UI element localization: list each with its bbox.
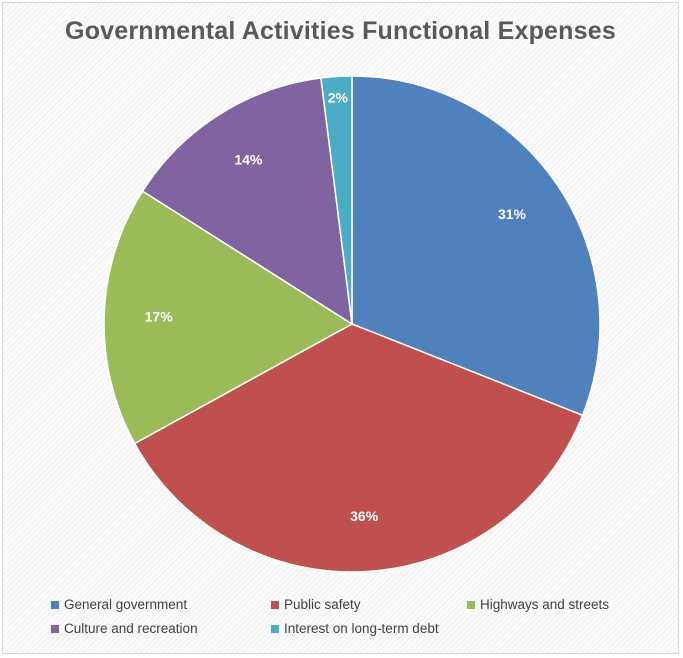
- legend-row-1: General government Public safety Highway…: [21, 597, 671, 621]
- legend-item-culture-and-recreation: Culture and recreation: [51, 621, 198, 636]
- data-label-general-government: 31%: [498, 206, 527, 222]
- legend-swatch: [467, 601, 475, 609]
- pie-slice-highways-and-streets: [103, 190, 354, 445]
- pie-data-labels: 31% 36% 17% 14% 2%: [145, 89, 527, 523]
- legend-row-2: Culture and recreation Interest on long-…: [21, 621, 671, 645]
- data-label-public-safety: 36%: [350, 508, 379, 524]
- legend-swatch: [51, 625, 59, 633]
- data-label-interest-on-long-term-debt: 2%: [328, 89, 349, 105]
- legend-swatch: [271, 625, 279, 633]
- legend-item-general-government: General government: [51, 597, 187, 612]
- data-label-highways-and-streets: 17%: [145, 309, 174, 325]
- legend-item-interest-on-long-term-debt: Interest on long-term debt: [271, 621, 439, 636]
- chart-title: Governmental Activities Functional Expen…: [65, 17, 616, 45]
- legend-swatch: [51, 601, 59, 609]
- pie-slices: [103, 75, 601, 573]
- pie-chart: 31% 36% 17% 14% 2%: [103, 75, 601, 573]
- data-label-culture-and-recreation: 14%: [234, 151, 263, 167]
- legend-item-public-safety: Public safety: [271, 597, 361, 612]
- legend-label: Interest on long-term debt: [284, 621, 439, 636]
- legend-swatch: [271, 601, 279, 609]
- pie-slice-general-government: [351, 75, 601, 417]
- legend-label: General government: [64, 597, 188, 612]
- pie-slice-public-safety: [133, 323, 584, 573]
- pie-slice-culture-and-recreation: [141, 77, 353, 326]
- legend-label: Public safety: [284, 597, 361, 612]
- legend-label: Culture and recreation: [64, 621, 198, 636]
- legend-label: Highways and streets: [480, 597, 610, 612]
- legend: General government Public safety Highway…: [21, 597, 671, 645]
- pie-slice-interest-on-long-term-debt: [320, 75, 353, 325]
- legend-item-highways-and-streets: Highways and streets: [467, 597, 609, 612]
